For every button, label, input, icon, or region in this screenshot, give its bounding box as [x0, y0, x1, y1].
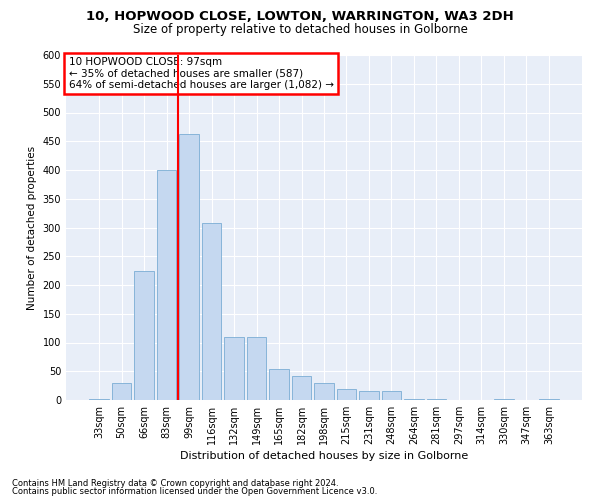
- Bar: [337, 388, 356, 400]
- Bar: [202, 223, 221, 400]
- Bar: [224, 337, 244, 400]
- Bar: [134, 270, 154, 400]
- Bar: [427, 399, 446, 400]
- Y-axis label: Number of detached properties: Number of detached properties: [27, 146, 37, 310]
- Text: 10, HOPWOOD CLOSE, LOWTON, WARRINGTON, WA3 2DH: 10, HOPWOOD CLOSE, LOWTON, WARRINGTON, W…: [86, 10, 514, 23]
- Bar: [292, 376, 311, 400]
- Bar: [269, 369, 289, 400]
- Text: 10 HOPWOOD CLOSE: 97sqm
← 35% of detached houses are smaller (587)
64% of semi-d: 10 HOPWOOD CLOSE: 97sqm ← 35% of detache…: [68, 56, 334, 90]
- Bar: [179, 134, 199, 400]
- Bar: [382, 392, 401, 400]
- Bar: [157, 170, 176, 400]
- Bar: [314, 383, 334, 400]
- Bar: [539, 399, 559, 400]
- Text: Contains HM Land Registry data © Crown copyright and database right 2024.: Contains HM Land Registry data © Crown c…: [12, 478, 338, 488]
- Text: Contains public sector information licensed under the Open Government Licence v3: Contains public sector information licen…: [12, 487, 377, 496]
- Bar: [494, 399, 514, 400]
- Bar: [404, 399, 424, 400]
- Bar: [112, 383, 131, 400]
- Bar: [247, 337, 266, 400]
- Text: Size of property relative to detached houses in Golborne: Size of property relative to detached ho…: [133, 22, 467, 36]
- X-axis label: Distribution of detached houses by size in Golborne: Distribution of detached houses by size …: [180, 451, 468, 461]
- Bar: [359, 392, 379, 400]
